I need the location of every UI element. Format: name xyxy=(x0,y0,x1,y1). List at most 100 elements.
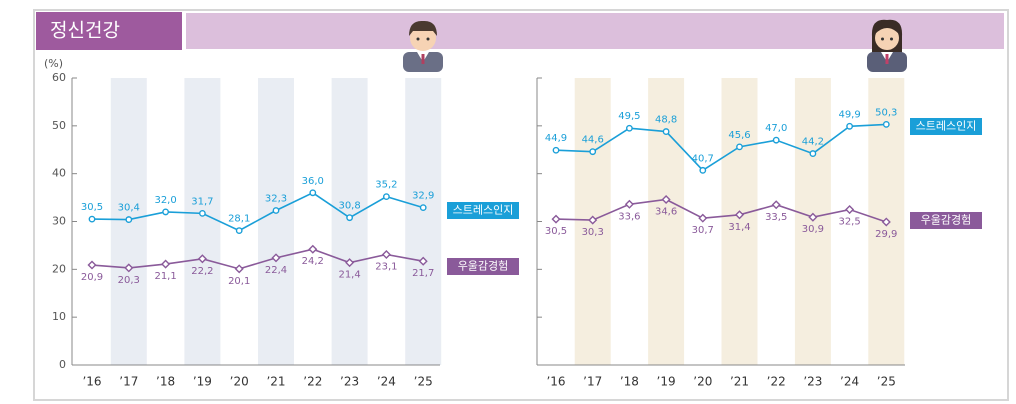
column-band xyxy=(405,78,442,365)
x-tick-label: ’24 xyxy=(377,375,396,389)
data-label: 30,5 xyxy=(545,226,567,237)
data-label: 32,5 xyxy=(838,217,860,228)
x-tick-label: ’22 xyxy=(767,375,786,389)
data-label: 23,1 xyxy=(375,262,397,273)
y-unit: (%) xyxy=(44,57,63,70)
column-band xyxy=(258,78,294,365)
legend-label: 우울감경험 xyxy=(458,260,509,273)
data-label: 35,2 xyxy=(375,180,397,191)
point xyxy=(309,189,317,197)
frame xyxy=(33,9,1009,401)
point xyxy=(734,210,745,220)
data-label: 22,4 xyxy=(265,265,287,276)
data-label: 32,3 xyxy=(265,193,287,204)
point xyxy=(271,253,281,263)
x-tick-label: ’19 xyxy=(657,375,676,389)
x-tick-label: ’18 xyxy=(620,375,639,389)
y-tick-label: 40 xyxy=(52,167,66,180)
girl-icon xyxy=(867,19,907,72)
data-label: 20,9 xyxy=(81,272,103,283)
point xyxy=(699,166,707,174)
data-label: 32,9 xyxy=(412,191,434,202)
point xyxy=(881,217,891,227)
data-label: 33,6 xyxy=(618,211,640,222)
point xyxy=(272,207,280,214)
header-band xyxy=(186,13,1004,49)
data-label: 31,7 xyxy=(191,196,213,207)
point xyxy=(771,200,781,210)
column-band xyxy=(721,78,758,365)
data-label: 44,6 xyxy=(582,135,604,146)
data-label: 28,1 xyxy=(228,214,250,225)
point xyxy=(808,212,818,222)
x-tick-label: ’20 xyxy=(230,375,249,389)
point xyxy=(419,204,427,212)
data-label: 48,8 xyxy=(655,115,677,126)
series-line xyxy=(91,191,424,232)
data-label: 21,1 xyxy=(154,271,176,282)
point xyxy=(626,124,633,132)
point xyxy=(589,148,597,156)
point xyxy=(551,214,561,224)
legend-box xyxy=(447,258,519,275)
data-label: 30,9 xyxy=(802,224,824,235)
y-tick-label: 60 xyxy=(52,71,66,84)
point xyxy=(125,216,133,223)
point xyxy=(234,264,244,274)
data-label: 30,4 xyxy=(118,203,140,214)
data-label: 32,0 xyxy=(154,195,176,206)
point xyxy=(845,205,855,215)
page-title: 정신건강 xyxy=(50,20,120,42)
x-tick-label: ’23 xyxy=(340,375,359,389)
point xyxy=(698,213,708,223)
x-tick-label: ’17 xyxy=(119,375,138,389)
x-tick-label: ’16 xyxy=(82,375,101,389)
legend-label: 우울감경험 xyxy=(921,214,972,227)
data-label: 30,3 xyxy=(582,227,604,238)
y-tick-label: 50 xyxy=(52,119,66,132)
data-label: 30,8 xyxy=(338,201,360,212)
point xyxy=(736,143,743,151)
data-label: 50,3 xyxy=(875,107,897,118)
point xyxy=(846,122,853,130)
point xyxy=(161,259,171,269)
point xyxy=(809,150,817,157)
x-tick-label: ’25 xyxy=(877,375,896,389)
y-tick-label: 20 xyxy=(52,262,66,275)
point xyxy=(345,258,355,268)
point xyxy=(198,209,206,217)
series-line xyxy=(555,123,887,172)
point xyxy=(382,193,390,201)
data-label: 45,6 xyxy=(728,130,750,141)
data-label: 31,4 xyxy=(728,222,750,233)
data-label: 30,5 xyxy=(81,202,103,213)
y-tick-label: 10 xyxy=(52,310,66,323)
data-label: 30,7 xyxy=(692,225,714,236)
column-band xyxy=(331,78,368,365)
column-band xyxy=(184,78,221,365)
series-line xyxy=(91,248,424,270)
legend-box xyxy=(910,118,982,135)
series-line xyxy=(555,198,887,223)
column-band xyxy=(648,78,685,365)
point xyxy=(772,136,780,144)
legend-box xyxy=(910,212,982,229)
x-tick-label: ’24 xyxy=(840,375,859,389)
point xyxy=(552,146,560,154)
data-label: 20,1 xyxy=(228,276,250,287)
data-label: 20,3 xyxy=(118,275,140,286)
data-label: 33,5 xyxy=(765,212,787,223)
data-label: 49,9 xyxy=(838,109,860,120)
data-label: 24,2 xyxy=(302,256,324,267)
data-label: 21,4 xyxy=(338,270,360,281)
data-label: 34,6 xyxy=(655,206,677,217)
point xyxy=(87,260,97,270)
point xyxy=(308,244,318,254)
x-tick-label: ’22 xyxy=(303,375,322,389)
x-tick-label: ’25 xyxy=(414,375,433,389)
data-label: 29,9 xyxy=(875,229,897,240)
x-tick-label: ’23 xyxy=(803,375,822,389)
x-tick-label: ’20 xyxy=(693,375,712,389)
point xyxy=(661,194,671,205)
